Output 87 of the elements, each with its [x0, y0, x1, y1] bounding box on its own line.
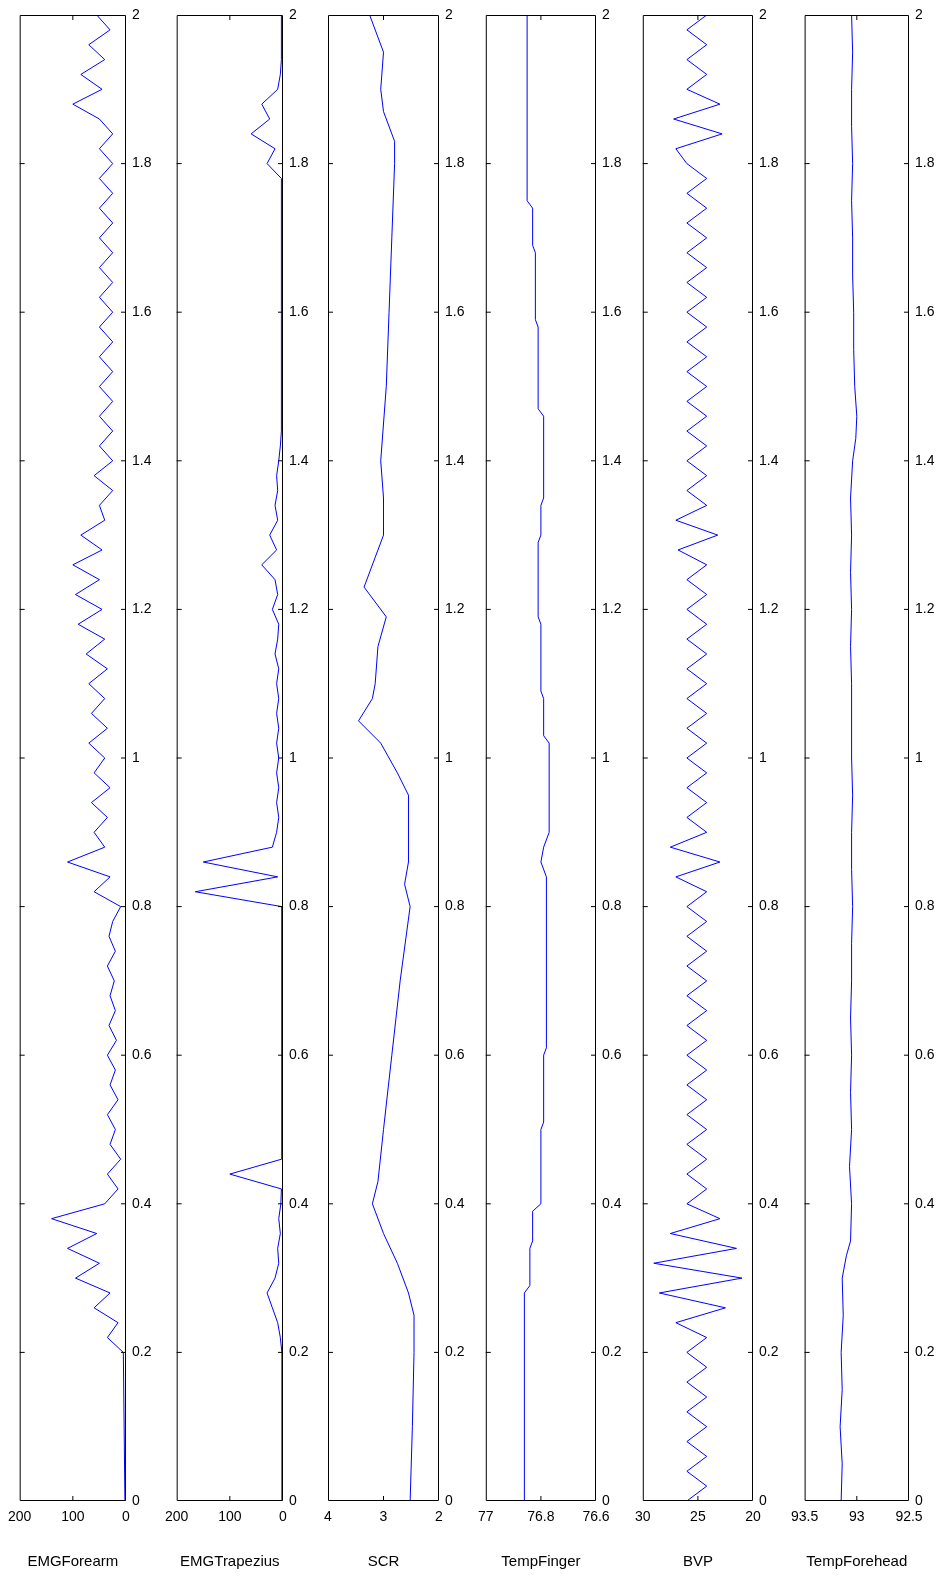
y-tick-label: 0.2	[289, 1343, 309, 1360]
y-tick-label: 0	[915, 1491, 923, 1508]
x-tick-label: 200	[8, 1508, 32, 1525]
y-tick-label: 1	[289, 748, 297, 765]
y-tick-label: 1.8	[445, 154, 465, 171]
y-tick-label: 1.2	[132, 600, 152, 617]
y-tick-label: 0	[759, 1491, 767, 1508]
y-tick-label: 0.6	[759, 1046, 779, 1063]
y-tick-label: 0.8	[915, 897, 935, 914]
y-tick-label: 1.6	[915, 303, 935, 320]
y-tick-label: 0.8	[602, 897, 622, 914]
y-tick-label: 1.6	[445, 303, 465, 320]
x-tick-label: 100	[61, 1508, 85, 1525]
y-tick-label: 1.8	[915, 154, 935, 171]
x-tick-label: 93.5	[791, 1508, 819, 1525]
y-tick-label: 1.2	[445, 600, 465, 617]
y-tick-label: 0.4	[289, 1194, 309, 1211]
y-tick-label: 0.4	[602, 1194, 622, 1211]
x-tick-label: 76.6	[582, 1508, 610, 1525]
y-tick-label: 0	[132, 1491, 140, 1508]
y-tick-label: 2	[602, 5, 610, 22]
y-tick-label: 0.2	[915, 1343, 935, 1360]
x-axis-title: EMGTrapezius	[180, 1552, 280, 1570]
y-tick-label: 0.6	[132, 1046, 152, 1063]
y-tick-label: 2	[759, 5, 767, 22]
x-tick-label: 76.8	[527, 1508, 555, 1525]
y-tick-label: 1.4	[602, 451, 622, 468]
y-tick-label: 1.8	[759, 154, 779, 171]
y-tick-label: 1.6	[602, 303, 622, 320]
y-tick-label: 1.6	[132, 303, 152, 320]
y-tick-label: 1.8	[289, 154, 309, 171]
y-tick-label: 2	[915, 5, 923, 22]
x-tick-label: 4	[324, 1508, 333, 1525]
y-tick-label: 1.6	[289, 303, 309, 320]
y-tick-label: 1	[132, 748, 140, 765]
y-tick-label: 0.8	[759, 897, 779, 914]
x-tick-label: 100	[218, 1508, 242, 1525]
x-tick-label: 77	[478, 1508, 494, 1525]
y-tick-label: 0.6	[602, 1046, 622, 1063]
x-axis-title: EMGForearm	[27, 1552, 119, 1570]
y-tick-label: 0	[289, 1491, 297, 1508]
y-tick-label: 0.2	[602, 1343, 622, 1360]
y-tick-label: 0.8	[445, 897, 465, 914]
x-axis-title: TempForehead	[806, 1552, 908, 1570]
x-tick-label: 92.5	[895, 1508, 923, 1525]
x-tick-label: 3	[379, 1508, 388, 1525]
y-tick-label: 0	[445, 1491, 453, 1508]
y-tick-label: 0.6	[445, 1046, 465, 1063]
x-axis-title: BVP	[682, 1552, 713, 1570]
y-tick-label: 0	[602, 1491, 610, 1508]
x-axis-title: TempFinger	[501, 1552, 581, 1570]
y-tick-label: 1.4	[759, 451, 779, 468]
y-tick-label: 1	[759, 748, 767, 765]
y-tick-label: 1.4	[132, 451, 152, 468]
y-tick-label: 1.4	[915, 451, 935, 468]
y-tick-label: 1	[602, 748, 610, 765]
y-tick-label: 1.6	[759, 303, 779, 320]
y-tick-label: 1.4	[445, 451, 465, 468]
y-tick-label: 0.8	[132, 897, 152, 914]
y-tick-label: 0.4	[915, 1194, 935, 1211]
y-tick-label: 0.2	[759, 1343, 779, 1360]
y-tick-label: 0.4	[759, 1194, 779, 1211]
x-axis-title: SCR	[367, 1552, 400, 1570]
y-tick-label: 0.4	[445, 1194, 465, 1211]
y-tick-label: 1.2	[759, 600, 779, 617]
x-tick-label: 25	[690, 1508, 706, 1525]
y-tick-label: 2	[445, 5, 453, 22]
y-tick-label: 1.4	[289, 451, 309, 468]
y-tick-label: 1.2	[602, 600, 622, 617]
y-tick-label: 1.2	[289, 600, 309, 617]
y-tick-label: 0.6	[915, 1046, 935, 1063]
x-tick-label: 200	[165, 1508, 189, 1525]
y-tick-label: 1.8	[132, 154, 152, 171]
y-tick-label: 0.2	[445, 1343, 465, 1360]
y-tick-label: 0.4	[132, 1194, 152, 1211]
y-tick-label: 2	[132, 5, 140, 22]
y-tick-label: 1	[445, 748, 453, 765]
y-tick-label: 0.2	[132, 1343, 152, 1360]
x-tick-label: 30	[635, 1508, 651, 1525]
y-tick-label: 0.8	[289, 897, 309, 914]
x-tick-label: 93	[849, 1508, 865, 1525]
y-tick-label: 1	[915, 748, 923, 765]
x-tick-label: 20	[745, 1508, 761, 1525]
y-tick-label: 1.2	[915, 600, 935, 617]
y-tick-label: 0.6	[289, 1046, 309, 1063]
y-tick-label: 1.8	[602, 154, 622, 171]
y-tick-label: 2	[289, 5, 297, 22]
